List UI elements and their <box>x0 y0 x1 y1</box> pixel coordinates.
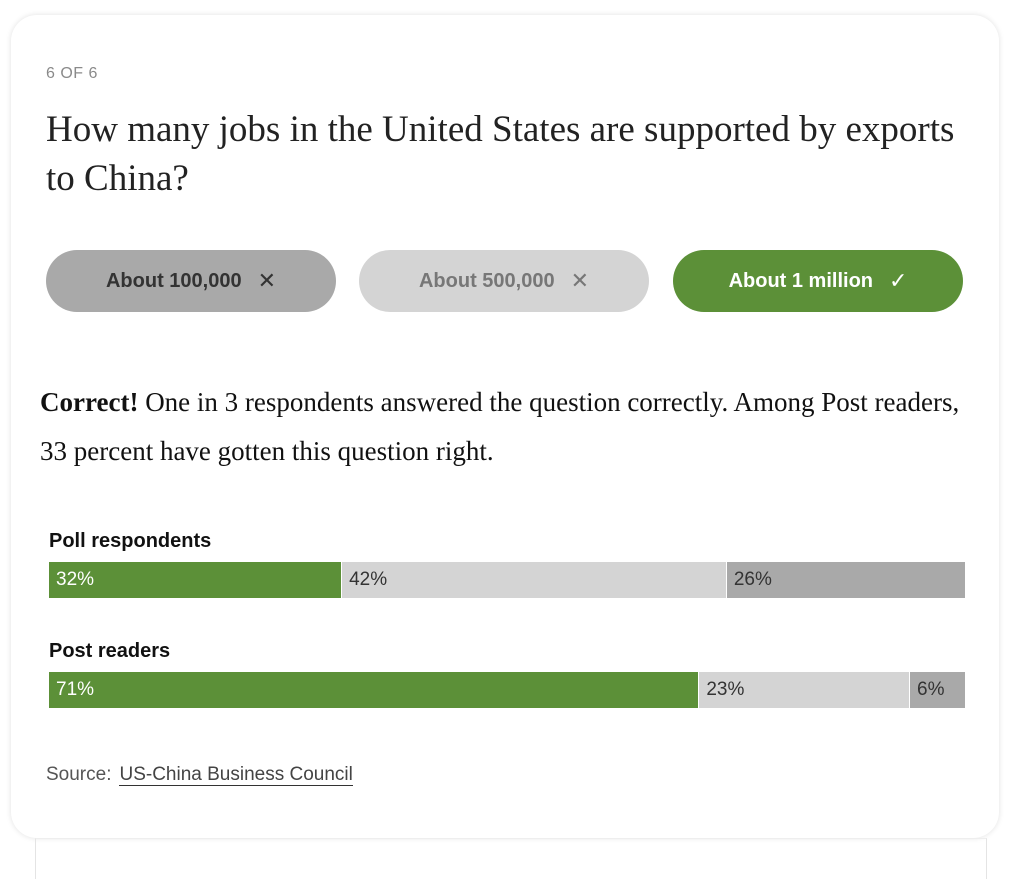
answer-button-100000[interactable]: About 100,000 ✕ <box>46 250 336 312</box>
stacked-bar: 71% 23% 6% <box>49 672 965 708</box>
quiz-card: 6 OF 6 How many jobs in the United State… <box>11 15 999 838</box>
result-lead: Correct! <box>40 387 139 417</box>
stacked-bar: 32% 42% 26% <box>49 562 965 598</box>
x-icon: ✕ <box>257 268 277 293</box>
bar-group-label: Post readers <box>49 640 171 662</box>
bar-segment: 23% <box>699 672 911 708</box>
x-icon: ✕ <box>570 268 590 293</box>
bar-group-label: Poll respondents <box>49 530 212 552</box>
bar-segment: 6% <box>910 672 965 708</box>
answer-label: About 500,000 <box>418 269 555 292</box>
check-icon: ✓ <box>889 268 908 293</box>
answer-label: About 100,000 <box>105 269 242 292</box>
result-text: Correct! One in 3 respondents answered t… <box>40 378 980 476</box>
bar-segment: 71% <box>49 672 700 708</box>
source-label: Source: <box>46 764 112 785</box>
question-counter: 6 OF 6 <box>46 65 98 82</box>
bar-segment: 26% <box>726 562 965 598</box>
question-title: How many jobs in the United States are s… <box>46 109 955 199</box>
result-body: One in 3 respondents answered the questi… <box>40 387 960 466</box>
bar-segment: 42% <box>342 562 727 598</box>
bar-segment: 32% <box>49 562 343 598</box>
source-link[interactable]: US-China Business Council <box>119 764 353 786</box>
answer-button-500000[interactable]: About 500,000 ✕ <box>359 250 649 312</box>
next-card-edge <box>35 838 987 879</box>
source-line: Source: US-China Business Council <box>46 764 353 786</box>
answer-button-1-million[interactable]: About 1 million ✓ <box>673 250 963 312</box>
answer-label: About 1 million <box>728 269 873 292</box>
